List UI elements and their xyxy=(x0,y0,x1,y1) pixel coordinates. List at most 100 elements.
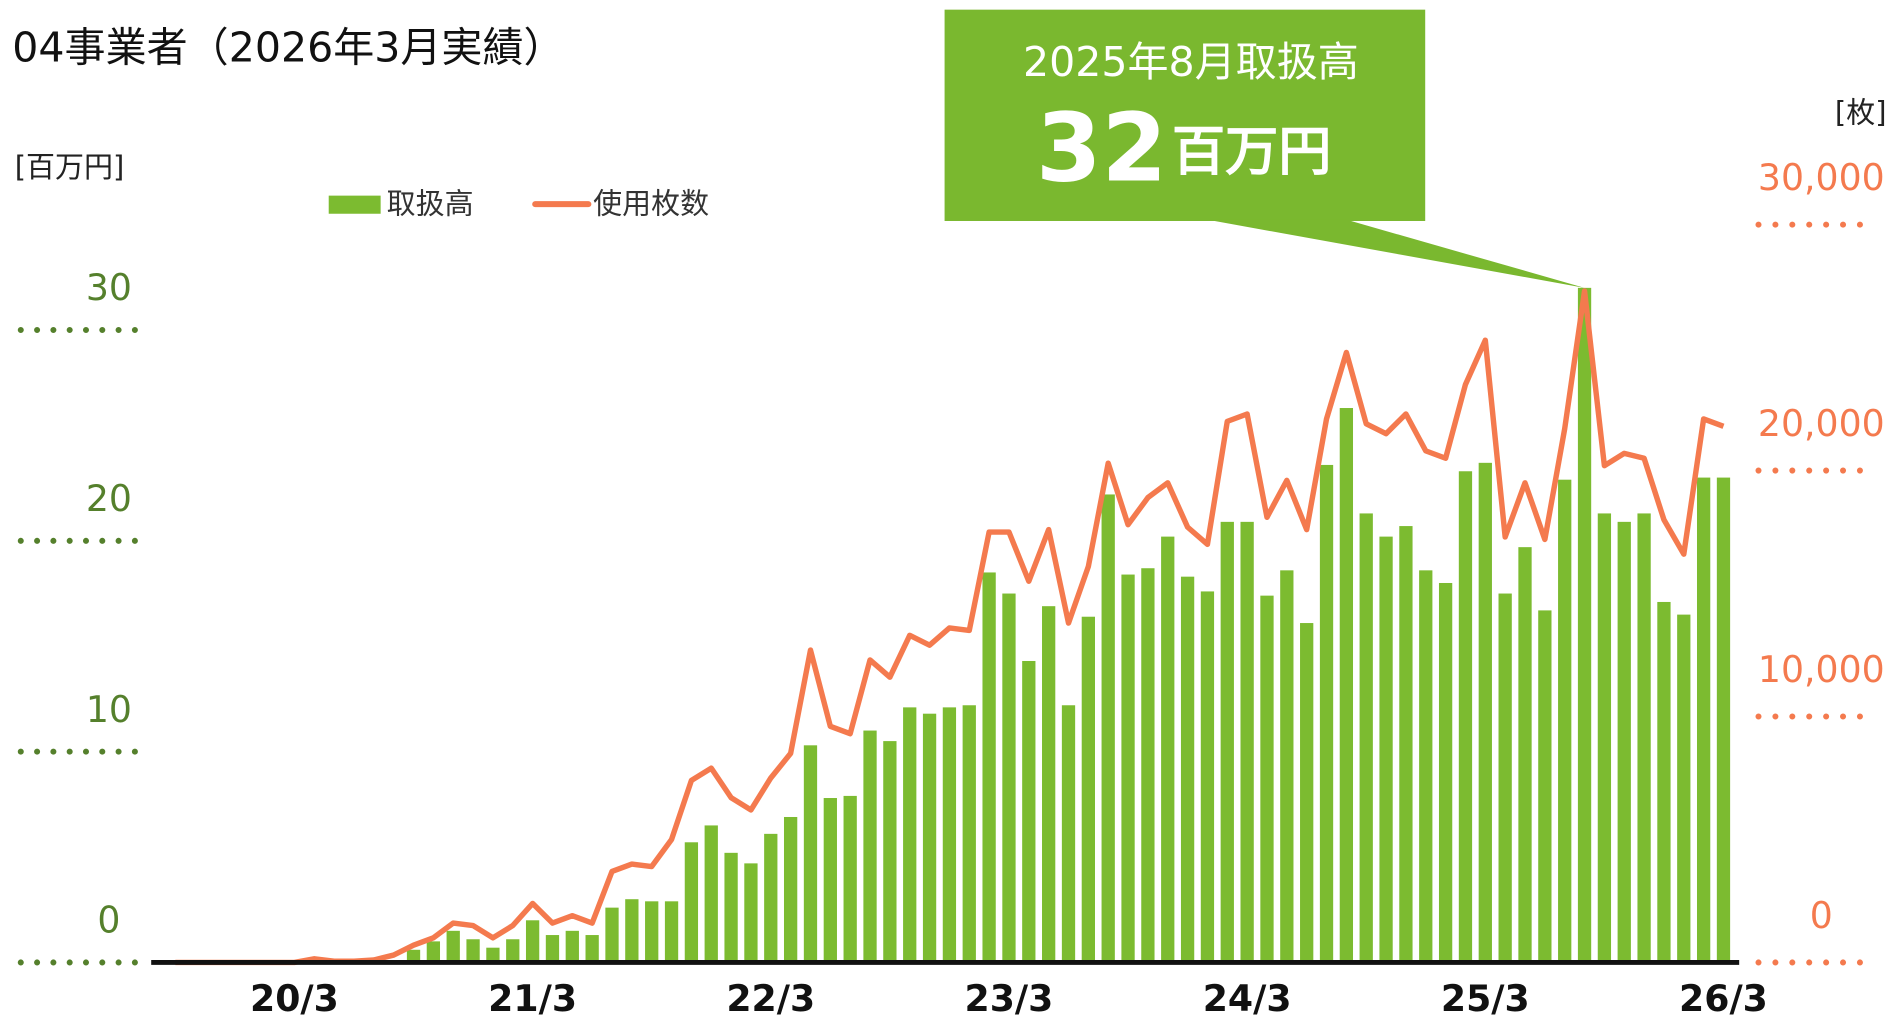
bar xyxy=(1438,582,1453,963)
bar xyxy=(585,935,599,963)
bar xyxy=(1538,610,1552,963)
bar xyxy=(1240,521,1254,963)
bar xyxy=(843,795,857,963)
bar xyxy=(903,707,917,963)
bar xyxy=(1419,570,1433,963)
bar xyxy=(1637,513,1651,963)
bar xyxy=(1121,574,1135,963)
bar xyxy=(525,920,540,963)
bar xyxy=(942,707,957,963)
bar xyxy=(1339,408,1354,963)
bar xyxy=(863,730,877,963)
bar xyxy=(1300,623,1314,963)
bar xyxy=(625,899,639,963)
legend: 取扱高 使用枚数 xyxy=(328,186,709,220)
x-tick-label: 23/3 xyxy=(965,977,1054,1018)
bar xyxy=(724,852,738,963)
bar xyxy=(506,939,520,963)
callout-number: 32 xyxy=(1036,94,1167,203)
bar xyxy=(1518,547,1532,963)
bar xyxy=(764,833,778,963)
x-tick-label: 26/3 xyxy=(1679,977,1768,1018)
bar xyxy=(466,939,480,963)
bar xyxy=(1180,576,1195,963)
callout-box xyxy=(944,9,1426,221)
bar xyxy=(962,705,976,963)
y2-tick-label: 10,000 xyxy=(1758,648,1885,691)
bar xyxy=(1577,287,1592,963)
bar xyxy=(883,741,897,963)
x-tick-label: 22/3 xyxy=(726,977,815,1018)
bar xyxy=(1101,494,1115,963)
bar xyxy=(1359,513,1373,963)
legend-label: 使用枚数 xyxy=(593,186,709,220)
callout: 2025年8月取扱高 32 百万円 xyxy=(944,9,1585,288)
y2-tick-label: 20,000 xyxy=(1758,402,1885,445)
bar xyxy=(1002,593,1016,963)
bar xyxy=(1319,464,1334,963)
y-tick-label: 10 xyxy=(86,688,132,731)
bar xyxy=(1141,568,1155,963)
bar xyxy=(1081,616,1095,963)
bar xyxy=(1478,462,1492,963)
bar xyxy=(1617,521,1631,963)
plot-area: 0 10 20 30 0 10,000 20,000 30,000 20/3 21/3 22/3 23… xyxy=(17,156,1885,1018)
bar xyxy=(1458,471,1473,963)
x-tick-label: 25/3 xyxy=(1441,977,1530,1018)
bar xyxy=(744,863,758,963)
bar xyxy=(565,930,579,963)
bar xyxy=(783,816,798,963)
bar xyxy=(645,901,659,963)
bar xyxy=(545,935,560,963)
bar xyxy=(922,713,937,963)
bar xyxy=(426,941,441,963)
x-tick-label: 20/3 xyxy=(250,977,339,1018)
y2-tick-label: 0 xyxy=(1810,894,1833,937)
x-tick-label: 21/3 xyxy=(488,977,577,1018)
legend-swatch xyxy=(328,195,381,214)
callout-value: 32 百万円 xyxy=(1036,94,1331,203)
x-tick-label: 24/3 xyxy=(1203,977,1292,1018)
y-tick-label: 30 xyxy=(86,266,132,309)
bar xyxy=(446,930,460,963)
bar xyxy=(1399,526,1413,963)
bar xyxy=(1696,477,1711,963)
bar xyxy=(605,907,619,963)
y2-tick-label: 30,000 xyxy=(1758,156,1885,199)
bar xyxy=(1677,614,1691,963)
bar xyxy=(684,842,699,963)
bar xyxy=(823,798,837,963)
bar xyxy=(1558,479,1572,963)
bar xyxy=(1379,536,1393,963)
y-tick-label: 0 xyxy=(97,899,120,942)
bar xyxy=(1498,593,1512,963)
bar xyxy=(1161,536,1175,963)
bar xyxy=(704,825,718,963)
bar xyxy=(1200,591,1215,963)
bar xyxy=(803,745,818,963)
bar xyxy=(1260,595,1274,963)
callout-title: 2025年8月取扱高 xyxy=(1023,38,1359,86)
legend-label: 取扱高 xyxy=(387,186,474,220)
bar xyxy=(1597,513,1612,963)
y-axis-label: [百万円] xyxy=(15,150,125,184)
callout-unit: 百万円 xyxy=(1172,120,1331,182)
bar xyxy=(982,572,996,963)
bar xyxy=(1220,521,1234,963)
bar xyxy=(406,949,421,963)
bar xyxy=(1022,660,1036,963)
line xyxy=(175,288,1725,966)
bar xyxy=(664,901,679,963)
y2-axis-label: [枚] xyxy=(1835,96,1887,130)
y-tick-label: 20 xyxy=(86,477,132,520)
bar xyxy=(486,947,500,963)
callout-pointer xyxy=(1207,219,1585,288)
bar xyxy=(1280,570,1294,963)
bar xyxy=(1716,477,1731,963)
bar xyxy=(1657,601,1671,963)
bar xyxy=(1061,705,1076,963)
bar xyxy=(1042,606,1056,963)
chart-title: 04事業者（2026年3月実績） xyxy=(12,24,564,72)
